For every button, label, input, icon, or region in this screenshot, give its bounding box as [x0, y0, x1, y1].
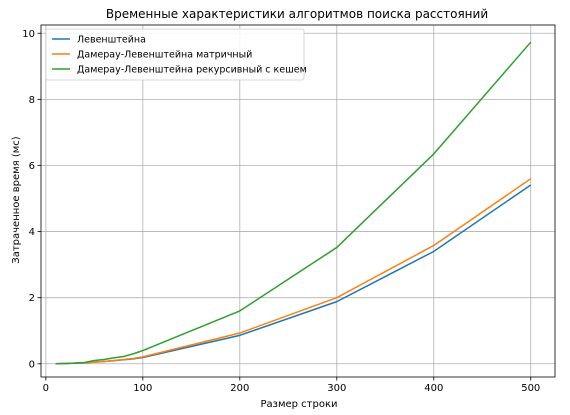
series-lines	[55, 41, 532, 365]
y-tick-label: 0	[29, 359, 35, 370]
y-tick-label: 2	[29, 293, 35, 304]
legend: Левенштейна Дамерау-Левенштейна матричный…	[45, 28, 307, 81]
x-axis-label: Размер строки	[260, 399, 337, 410]
x-tick-label: 300	[327, 383, 346, 394]
x-tick-label: 400	[424, 383, 443, 394]
plot-frame	[40, 24, 556, 378]
axis-ticks: 0 100 200 300 400 500 0 2 4 6 8 10	[22, 29, 540, 394]
plot-area	[41, 25, 555, 377]
legend-label-2: Дамерау-Левенштейна матричный	[77, 50, 252, 61]
x-tick-label: 200	[230, 383, 249, 394]
legend-box	[45, 28, 305, 81]
legend-label-1: Левенштейна	[77, 35, 146, 46]
chart-title: Временные характеристики алгоритмов поис…	[106, 7, 488, 21]
x-tick-label: 0	[43, 383, 49, 394]
x-tick-label: 500	[521, 383, 540, 394]
y-axis-label: Затраченное время (мс)	[11, 136, 22, 264]
y-tick-label: 8	[29, 95, 35, 106]
y-tick-label: 4	[29, 227, 35, 238]
series-line-3	[55, 41, 532, 365]
x-tick-label: 100	[133, 383, 152, 394]
y-tick-label: 6	[29, 161, 35, 172]
legend-label-3: Дамерау-Левенштейна рекурсивный с кешем	[77, 65, 307, 76]
y-tick-label: 10	[22, 29, 35, 40]
